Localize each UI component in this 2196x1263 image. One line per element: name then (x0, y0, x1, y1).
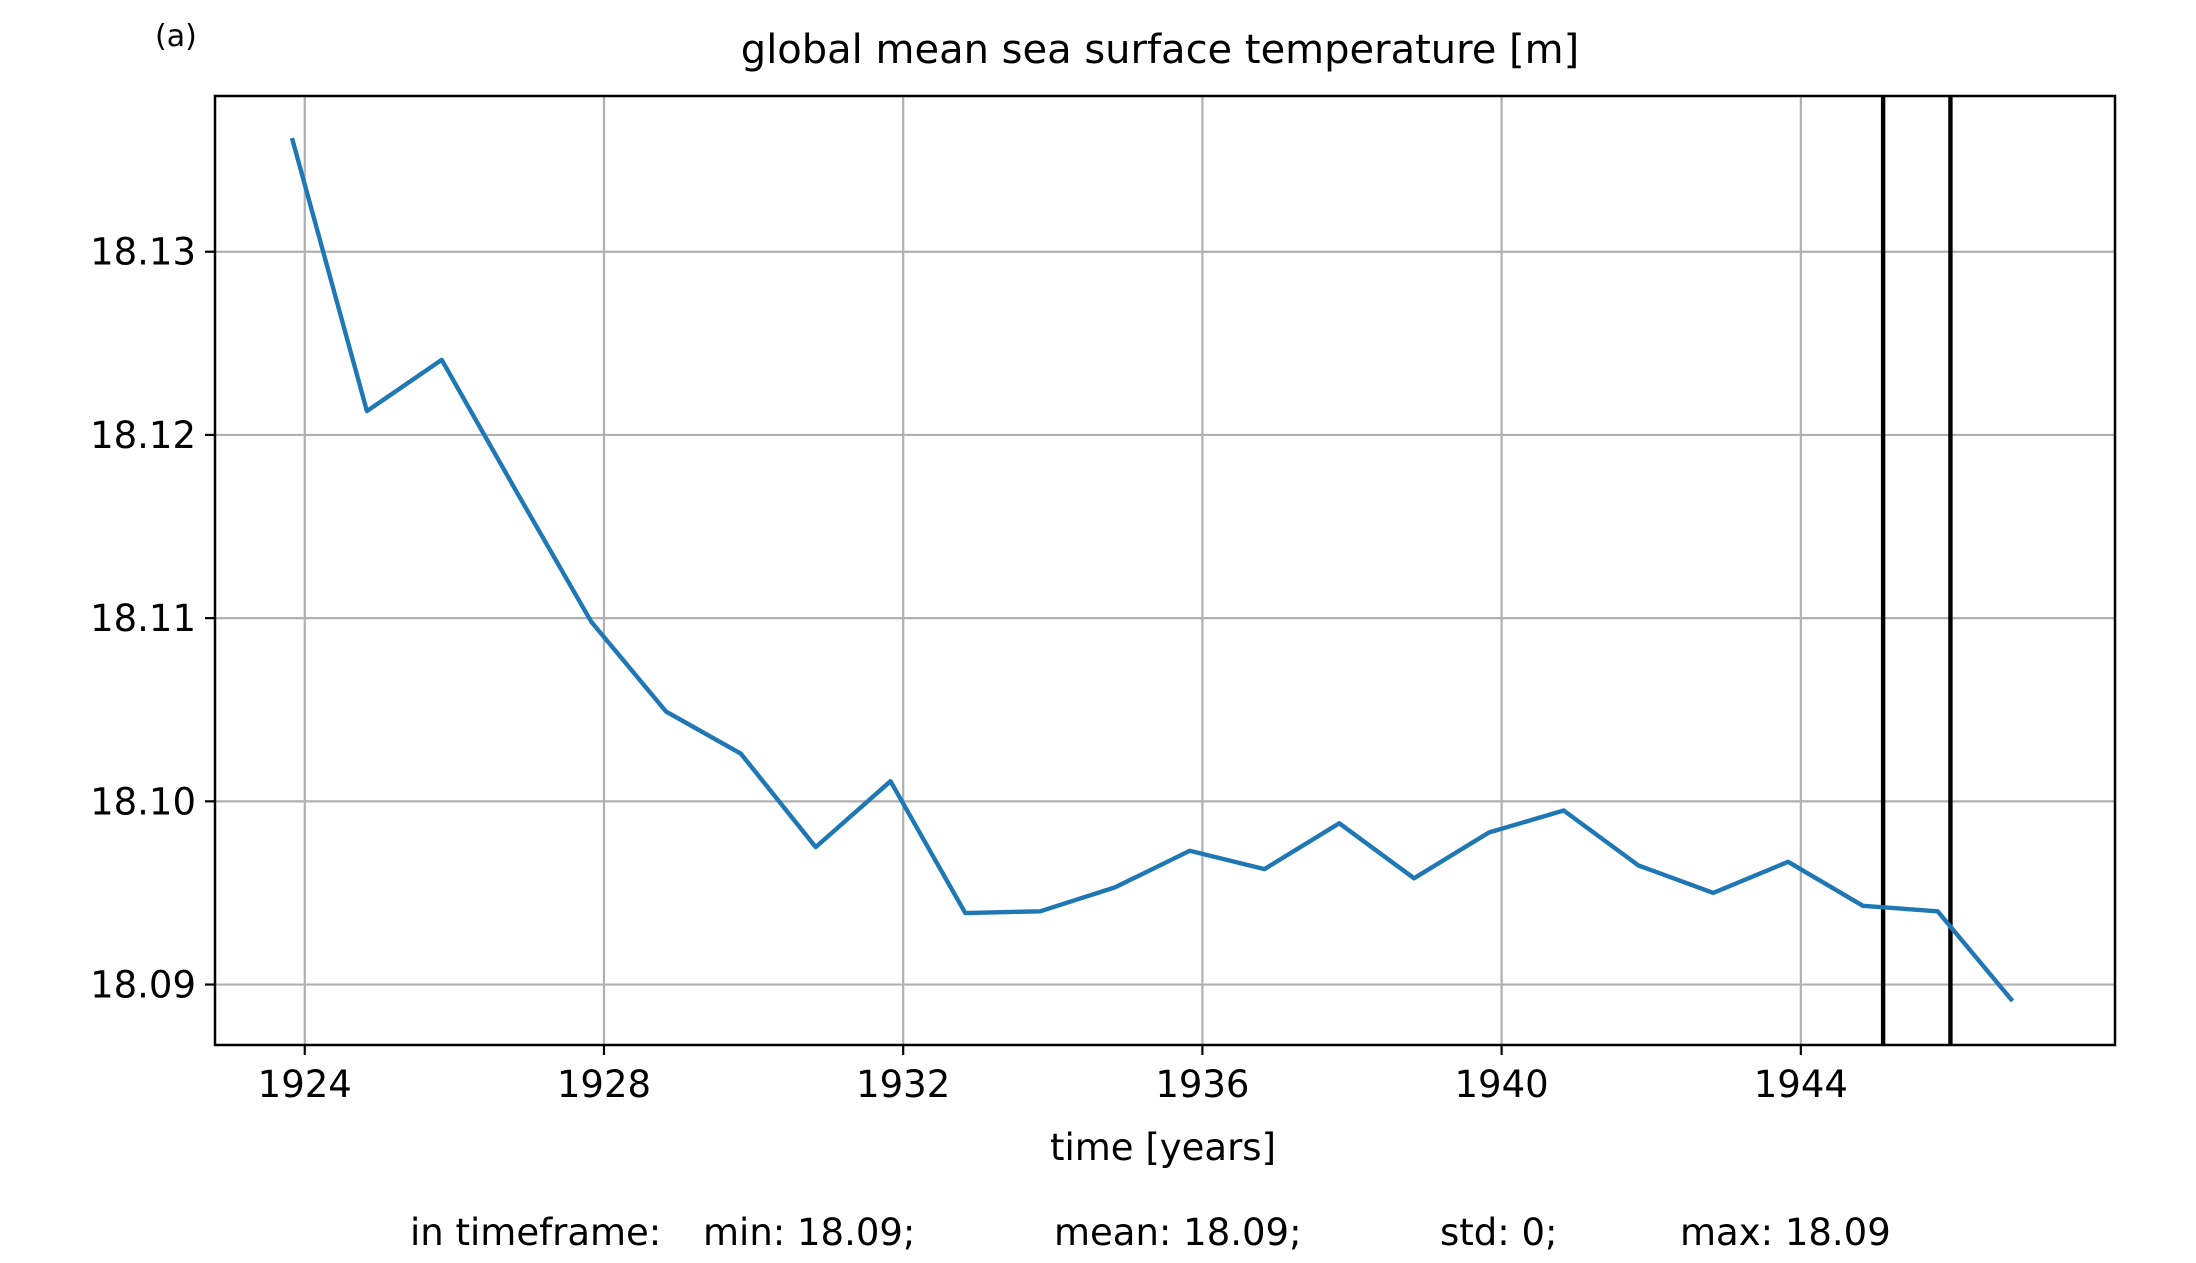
footer-min: min: 18.09; (703, 1211, 915, 1254)
x-tick-label: 1932 (856, 1063, 950, 1106)
footer-max: max: 18.09 (1680, 1211, 1891, 1254)
x-axis-ticks: 1924 1928 1932 1936 1940 1944 (258, 1045, 1848, 1106)
panel-label: (a) (155, 19, 197, 54)
x-tick-label: 1928 (557, 1063, 651, 1106)
x-tick-label: 1944 (1754, 1063, 1848, 1106)
y-tick-label: 18.11 (90, 597, 196, 640)
y-axis-ticks: 18.09 18.10 18.11 18.12 18.13 (90, 231, 215, 1007)
series-line (289, 137, 2015, 1003)
y-tick-label: 18.13 (90, 231, 196, 274)
y-tick-label: 18.09 (90, 964, 196, 1007)
footer-mean: mean: 18.09; (1054, 1211, 1302, 1254)
footer-std: std: 0; (1440, 1211, 1558, 1254)
y-tick-label: 18.10 (90, 780, 196, 823)
x-tick-label: 1940 (1455, 1063, 1549, 1106)
y-tick-label: 18.12 (90, 414, 196, 457)
vertical-markers (1880, 96, 1953, 1045)
series-layer (289, 137, 2015, 1003)
plot-area (213, 94, 2117, 1047)
footer-prefix: in timeframe: (410, 1211, 661, 1254)
grid (215, 96, 2115, 1045)
x-tick-label: 1924 (258, 1063, 352, 1106)
x-tick-label: 1936 (1155, 1063, 1249, 1106)
chart-title: global mean sea surface temperature [m] (741, 27, 1579, 73)
x-axis-label: time [years] (1050, 1126, 1276, 1169)
